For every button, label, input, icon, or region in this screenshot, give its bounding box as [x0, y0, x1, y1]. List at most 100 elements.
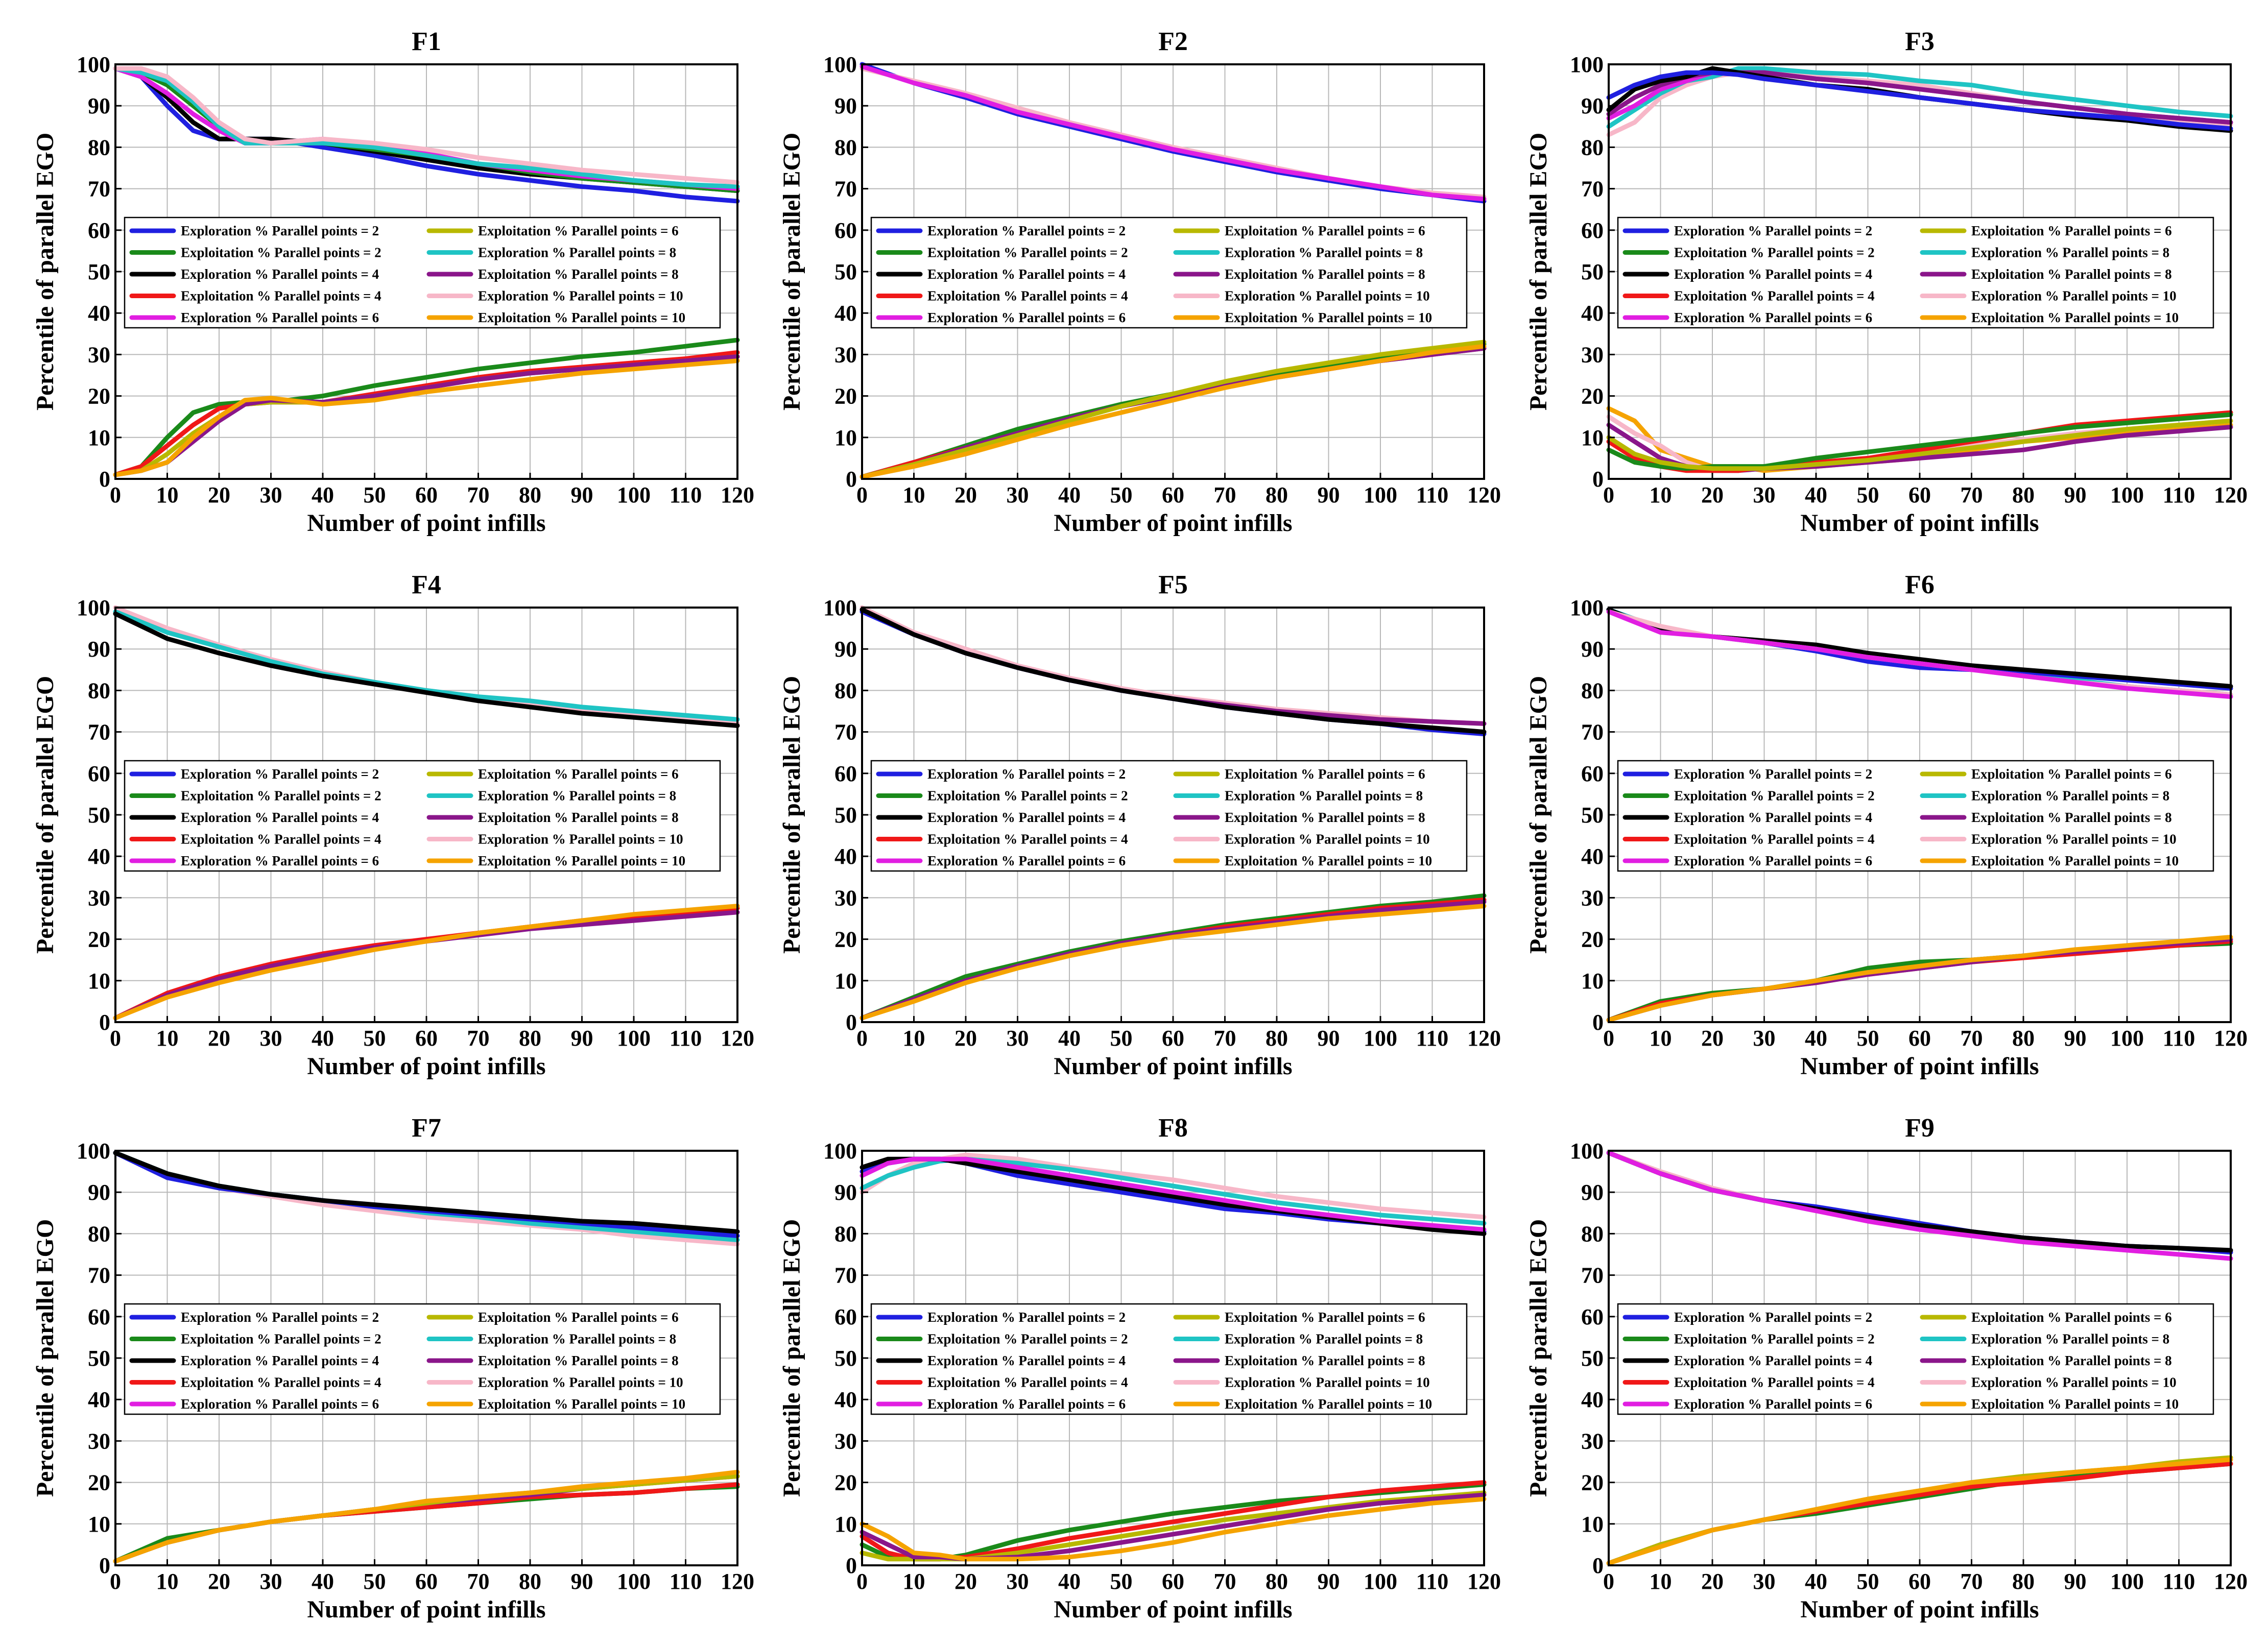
- legend-item: Exploitation % Parallel points = 4: [129, 832, 381, 847]
- legend-item: Exploration % Parallel points = 8: [426, 1332, 676, 1347]
- y-tick-label: 10: [88, 1512, 110, 1537]
- x-tick-label: 120: [721, 482, 754, 507]
- legend-label: Exploration % Parallel points = 4: [1674, 1353, 1872, 1368]
- y-tick-label: 20: [88, 1470, 110, 1495]
- y-axis-label: Percentile of parallel EGO: [1525, 1219, 1552, 1497]
- legend-item: Exploitation % Parallel points = 8: [1920, 810, 2172, 825]
- legend-item: Exploration % Parallel points = 4: [129, 267, 379, 282]
- legend-item: Exploration % Parallel points = 10: [1920, 1375, 2177, 1390]
- series-line-orange: [860, 904, 1487, 1021]
- x-tick-label: 10: [1650, 1026, 1672, 1051]
- legend-label: Exploitation % Parallel points = 2: [1674, 788, 1875, 804]
- x-tick-label: 30: [1753, 1026, 1776, 1051]
- series-line-magenta: [860, 64, 1487, 202]
- legend-label: Exploration % Parallel points = 8: [1971, 1332, 2169, 1347]
- y-tick-label: 0: [846, 1553, 857, 1578]
- legend-label: Exploitation % Parallel points = 6: [1971, 766, 2172, 782]
- legend-item: Exploitation % Parallel points = 2: [129, 245, 381, 260]
- x-tick-label: 60: [1908, 482, 1931, 507]
- y-axis-label: Percentile of parallel EGO: [32, 133, 59, 410]
- legend-item: Exploitation % Parallel points = 6: [1173, 1310, 1425, 1325]
- x-tick-label: 20: [208, 1569, 230, 1594]
- legend-item: Exploitation % Parallel points = 10: [426, 310, 685, 325]
- series-line-purple: [860, 1492, 1487, 1562]
- legend-label: Exploration % Parallel points = 6: [927, 1396, 1126, 1412]
- y-tick-label: 90: [834, 1180, 857, 1205]
- x-axis-label: Number of point infills: [1054, 510, 1292, 537]
- x-axis-label: Number of point infills: [1054, 1053, 1292, 1080]
- series-line-orange: [1606, 935, 2233, 1023]
- y-tick-label: 30: [88, 1429, 110, 1454]
- x-tick-label: 10: [903, 482, 925, 507]
- x-axis-label: Number of point infills: [1054, 1596, 1292, 1623]
- legend-item: Exploitation % Parallel points = 10: [426, 853, 685, 868]
- x-tick-label: 80: [519, 482, 541, 507]
- y-tick-label: 50: [834, 803, 857, 828]
- y-tick-label: 10: [1581, 425, 1604, 450]
- x-tick-label: 120: [721, 1569, 754, 1594]
- x-tick-label: 120: [1467, 482, 1501, 507]
- x-tick-label: 120: [1467, 1569, 1501, 1594]
- series-line-black: [860, 607, 1487, 735]
- legend-item: Exploration % Parallel points = 2: [129, 223, 379, 238]
- y-tick-label: 40: [88, 301, 110, 326]
- y-tick-label: 70: [834, 1263, 857, 1288]
- y-axis-label: Percentile of parallel EGO: [1525, 133, 1552, 410]
- legend-label: Exploitation % Parallel points = 8: [1225, 267, 1425, 282]
- y-tick-label: 100: [77, 1139, 110, 1164]
- legend-item: Exploitation % Parallel points = 4: [876, 832, 1128, 847]
- x-tick-label: 90: [571, 482, 593, 507]
- legend-item: Exploitation % Parallel points = 6: [1173, 223, 1425, 238]
- x-tick-label: 60: [1162, 1569, 1184, 1594]
- x-tick-label: 80: [1266, 482, 1288, 507]
- y-tick-label: 90: [1581, 1180, 1604, 1205]
- legend-item: Exploitation % Parallel points = 6: [1173, 766, 1425, 782]
- y-tick-label: 60: [834, 1304, 857, 1329]
- y-tick-label: 40: [88, 844, 110, 869]
- legend: Exploration % Parallel points = 2 Exploit…: [1617, 1303, 2214, 1415]
- legend-label: Exploitation % Parallel points = 2: [927, 788, 1128, 804]
- legend-label: Exploration % Parallel points = 6: [181, 310, 379, 325]
- legend-label: Exploitation % Parallel points = 4: [927, 1375, 1128, 1390]
- legend-label: Exploitation % Parallel points = 10: [1971, 853, 2179, 868]
- y-tick-label: 20: [88, 384, 110, 409]
- legend-item: Exploitation % Parallel points = 6: [1920, 223, 2172, 238]
- x-tick-label: 50: [1110, 1569, 1133, 1594]
- x-tick-label: 70: [1214, 482, 1236, 507]
- series-line-orange: [113, 1469, 740, 1564]
- x-tick-label: 60: [1908, 1569, 1931, 1594]
- legend-label: Exploration % Parallel points = 8: [478, 788, 676, 804]
- x-tick-label: 20: [954, 1026, 977, 1051]
- legend-item: Exploitation % Parallel points = 8: [1173, 1353, 1425, 1368]
- legend-item: Exploration % Parallel points = 4: [129, 810, 379, 825]
- series-line-olive: [860, 340, 1487, 479]
- panel-f4: 0 10 20 30 40 50 60 70 80 90 100 110 120 0 10 20 30 40 50 6…: [32, 570, 754, 1080]
- legend-box: [124, 760, 721, 872]
- x-tick-label: 40: [312, 482, 334, 507]
- series-line-green: [1606, 412, 2233, 471]
- x-tick-label: 60: [415, 1026, 438, 1051]
- y-tick-label: 40: [1581, 301, 1604, 326]
- legend-label: Exploration % Parallel points = 6: [1674, 853, 1872, 868]
- x-tick-label: 0: [1603, 482, 1614, 507]
- panel-title: F9: [1905, 1114, 1935, 1143]
- legend-label: Exploration % Parallel points = 2: [181, 223, 379, 238]
- x-tick-label: 40: [1805, 1026, 1827, 1051]
- y-tick-label: 40: [834, 1387, 857, 1412]
- y-tick-label: 100: [823, 1139, 857, 1164]
- legend-label: Exploitation % Parallel points = 2: [181, 245, 381, 260]
- legend-item: Exploration % Parallel points = 6: [876, 1396, 1126, 1412]
- x-tick-label: 100: [1364, 1026, 1397, 1051]
- y-tick-label: 70: [834, 177, 857, 202]
- x-tick-label: 10: [1650, 1569, 1672, 1594]
- legend-item: Exploitation % Parallel points = 2: [876, 788, 1128, 804]
- x-tick-label: 100: [2110, 1569, 2144, 1594]
- legend-label: Exploration % Parallel points = 4: [181, 267, 379, 282]
- y-tick-label: 90: [88, 637, 110, 662]
- x-tick-label: 50: [1110, 482, 1133, 507]
- legend-label: Exploration % Parallel points = 10: [1971, 1375, 2177, 1390]
- legend-label: Exploration % Parallel points = 10: [1971, 832, 2177, 847]
- x-tick-label: 0: [856, 1569, 868, 1594]
- legend-item: Exploitation % Parallel points = 6: [426, 1310, 679, 1325]
- legend-item: Exploration % Parallel points = 10: [1173, 288, 1430, 304]
